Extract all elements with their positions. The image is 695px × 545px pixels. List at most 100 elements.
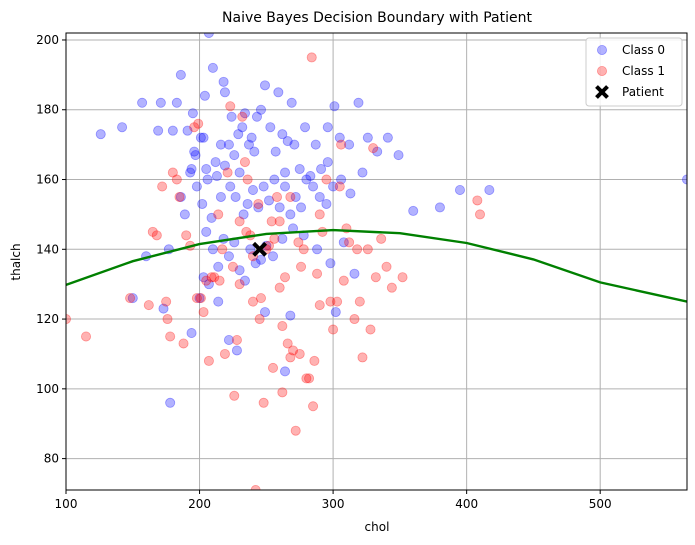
class-1-point — [81, 331, 92, 342]
class-0-point — [203, 33, 214, 38]
class-0-point — [334, 132, 345, 143]
class-0-point — [182, 125, 193, 136]
class-1-point — [181, 230, 192, 241]
class-0-point — [223, 334, 234, 345]
class-0-point — [207, 244, 218, 255]
class-1-point — [357, 352, 368, 363]
class-0-point — [336, 174, 347, 185]
x-tick-label: 100 — [55, 497, 78, 511]
class-0-point — [194, 293, 205, 304]
class-0-point — [211, 171, 222, 182]
class-1-point — [178, 338, 189, 349]
class-1-point — [277, 387, 288, 398]
class-1-point — [349, 314, 360, 325]
class-0-point — [197, 198, 208, 209]
class-1-point — [397, 272, 408, 283]
class-1-point — [368, 143, 379, 154]
class-0-point — [198, 272, 209, 283]
class-0-point — [202, 174, 213, 185]
class-1-point — [325, 296, 336, 307]
class-1-point — [306, 52, 317, 63]
class-0-point — [274, 202, 285, 213]
y-tick-label: 200 — [36, 33, 59, 47]
class-0-point — [263, 195, 274, 206]
class-0-point — [382, 132, 393, 143]
decision-boundary-line — [66, 228, 687, 303]
class-0-point — [230, 191, 241, 202]
legend-label: Class 0 — [622, 43, 665, 57]
y-tick-label: 140 — [36, 242, 59, 256]
class-1-point — [314, 209, 325, 220]
class-0-point — [167, 125, 178, 136]
class-0-point — [219, 87, 230, 98]
class-1-point — [209, 272, 220, 283]
class-0-point — [153, 125, 164, 136]
class-0-point — [321, 198, 332, 209]
class-0-point — [239, 275, 250, 286]
class-0-point — [234, 265, 245, 276]
legend-patient: Patient — [595, 85, 664, 99]
class-0-point — [265, 122, 276, 133]
class-1-point — [217, 244, 228, 255]
class-0-point — [246, 132, 257, 143]
legend-label: Patient — [622, 85, 664, 99]
class-1-point — [321, 174, 332, 185]
class-0-point — [218, 76, 229, 87]
class-1-point — [157, 181, 168, 192]
class-0-point — [310, 139, 321, 150]
class-0-point — [215, 191, 226, 202]
class-0-point — [201, 226, 212, 237]
class-0-point — [277, 233, 288, 244]
class-1-point — [198, 307, 209, 318]
class-0-point — [344, 139, 355, 150]
class-1-point — [165, 331, 176, 342]
class-1-point — [304, 373, 315, 384]
class-0-point — [186, 328, 197, 339]
class-0-point — [259, 80, 270, 91]
class-1-point — [219, 348, 230, 359]
class-0-point — [300, 122, 311, 133]
class-1-point — [381, 261, 392, 272]
class-0-point — [237, 122, 248, 133]
class-1-point — [193, 118, 204, 129]
class-0-point — [285, 310, 296, 321]
class-1-point — [258, 397, 269, 408]
axes-frame — [65, 32, 688, 491]
class-1-point — [301, 373, 312, 384]
class-0-point — [434, 202, 445, 213]
class-1-point — [280, 272, 291, 283]
class-1-point — [151, 230, 162, 241]
x-ticks: 100 200 300 400 500 — [55, 490, 612, 511]
class-1-point — [143, 300, 154, 311]
class-0-point — [213, 296, 224, 307]
class-0-point — [171, 97, 182, 108]
class-1-point — [274, 216, 285, 227]
class-0-point — [249, 146, 260, 157]
class-0-point — [362, 132, 373, 143]
class-0-point — [223, 139, 234, 150]
class-0-point — [243, 139, 254, 150]
class-1-point — [308, 401, 319, 412]
class-0-point — [285, 209, 296, 220]
patient-marker — [252, 241, 268, 257]
class-0-point — [155, 97, 166, 108]
y-tick-label: 80 — [44, 452, 59, 466]
class-0-point — [247, 184, 258, 195]
class-1-point — [272, 191, 283, 202]
class-0-point — [238, 209, 249, 220]
class-1-point — [231, 334, 242, 345]
legend-marker — [595, 85, 609, 99]
class-1-point — [274, 282, 285, 293]
class-0-point — [215, 139, 226, 150]
class-0-point — [349, 268, 360, 279]
class-1-point — [189, 122, 200, 133]
class-1-point — [167, 167, 178, 178]
class-1-point — [222, 167, 233, 178]
chart-title: Naive Bayes Decision Boundary with Patie… — [222, 10, 532, 26]
class-1-point — [203, 355, 214, 366]
class-0-point — [267, 251, 278, 262]
class-1-point — [266, 216, 277, 227]
class-1-point — [285, 352, 296, 363]
class-1-point — [290, 425, 301, 436]
